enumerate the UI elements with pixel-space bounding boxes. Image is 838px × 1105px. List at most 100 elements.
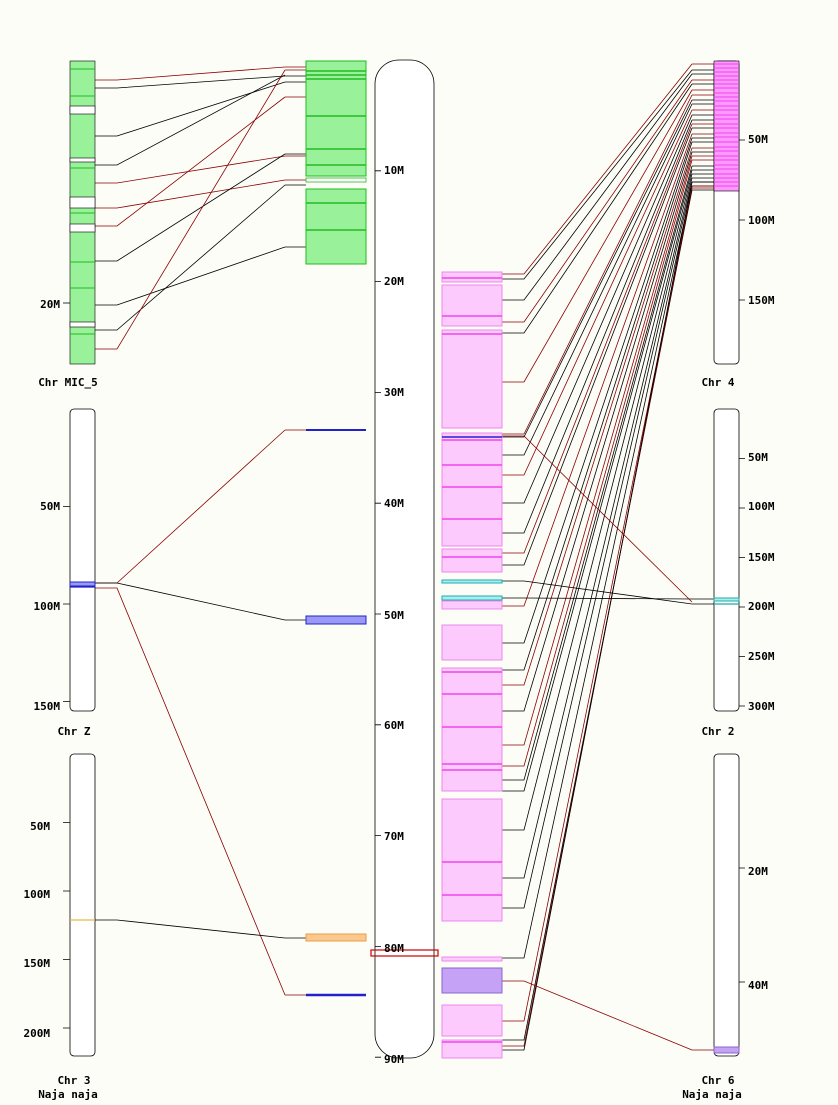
synteny-link-inverted (502, 123, 693, 554)
reference-chromosome-ticks (375, 170, 381, 1058)
chromosome-2-block (713, 597, 740, 602)
synteny-link-inverted (502, 159, 693, 767)
synteny-link (502, 165, 693, 781)
synteny-link (95, 75, 286, 89)
chromosome-3-tick-label: 50M (30, 820, 50, 833)
synteny-link (502, 127, 693, 566)
synteny-link-inverted (502, 94, 693, 435)
chromosome-4-tick-label: 100M (748, 214, 775, 227)
chromosome-2-body (713, 408, 740, 712)
chromosome-z[interactable] (63, 408, 96, 712)
chromosome-z-tick-label: 100M (34, 600, 61, 613)
chromosome-2-tick-label: 300M (748, 700, 775, 713)
synteny-link (502, 177, 693, 879)
chromosome-z-body (69, 408, 96, 712)
synteny-link-inverted (502, 133, 693, 607)
chromosome-3-body (69, 753, 96, 1057)
chr4-block[interactable] (441, 956, 503, 962)
chromosome-mic5-tick-label: 20M (40, 298, 60, 311)
mic5-block-gap (305, 177, 367, 183)
synteny-link-inverted (95, 155, 286, 184)
chr4-block[interactable] (441, 329, 503, 429)
chr4-block[interactable] (441, 548, 503, 573)
synteny-link (95, 184, 286, 331)
synteny-link-inverted (502, 187, 693, 1022)
synteny-link-inverted (95, 179, 286, 209)
chromosome-6-tick-label: 20M (748, 865, 768, 878)
chromosome-2-ticks (739, 458, 745, 707)
chr4-block[interactable] (441, 667, 503, 792)
reference-tick-labels: 10M 20M 30M 40M 50M 60M 70M 80M 90M (384, 164, 404, 1066)
chromosome-3-ticks (63, 822, 70, 1029)
synteny-link (95, 246, 286, 306)
chr4-block[interactable] (441, 271, 503, 283)
chr4-block[interactable] (441, 1039, 503, 1059)
synteny-link-inverted (502, 147, 693, 686)
reference-tick-label: 50M (384, 609, 404, 622)
chr6-block[interactable] (441, 967, 503, 994)
chromosome-mic5[interactable] (63, 60, 96, 365)
chromosome-4-tick-label: 50M (748, 133, 768, 146)
reference-tick-label: 20M (384, 275, 404, 288)
chr4-block-bands (442, 277, 502, 1043)
synteny-link (95, 919, 286, 939)
reference-tick-label: 60M (384, 719, 404, 732)
chr4-block[interactable] (441, 432, 503, 547)
reference-tick-label: 10M (384, 164, 404, 177)
chr2-block[interactable] (441, 579, 503, 584)
mic5-block-lower[interactable] (305, 188, 367, 265)
chrz-block-middle[interactable] (305, 615, 367, 625)
reference-tick-label: 70M (384, 830, 404, 843)
chromosome-4-tick-label: 150M (748, 294, 775, 307)
synteny-link (502, 185, 693, 959)
chr4-block[interactable] (441, 284, 503, 327)
mic5-block-bands (306, 70, 366, 231)
chromosome-z-label: Chr Z (57, 725, 90, 738)
synteny-link (502, 73, 693, 301)
chr4-block[interactable] (441, 600, 503, 610)
chromosome-6[interactable] (713, 753, 745, 1057)
chromosome-4[interactable] (713, 60, 745, 365)
chromosome-4-bands (714, 63, 739, 187)
chromosome-2-tick-label: 100M (748, 500, 775, 513)
chromosome-3[interactable] (63, 753, 96, 1057)
synteny-link (502, 597, 693, 600)
chr4-block[interactable] (441, 624, 503, 661)
synteny-links (95, 63, 714, 1051)
synteny-link (502, 580, 693, 605)
chromosome-3-tick-label: 150M (24, 957, 51, 970)
mic5-block-upper[interactable] (305, 60, 367, 177)
synteny-link-inverted (502, 185, 693, 1047)
reference-chromosome[interactable] (370, 59, 439, 1059)
chr2-block[interactable] (441, 595, 503, 601)
chr4-block[interactable] (441, 1004, 503, 1037)
synteny-link-inverted (502, 980, 693, 1051)
chr4-block[interactable] (441, 798, 503, 922)
chromosome-z-tick-label: 50M (40, 500, 60, 513)
synteny-link (502, 83, 693, 334)
synteny-link-inverted (95, 66, 286, 81)
chromosome-6-species: Naja naja (682, 1088, 742, 1100)
chromosome-3-label: Chr 3 (57, 1074, 90, 1087)
chromosome-4-ticks (739, 139, 745, 301)
chromosome-6-label: Chr 6 (701, 1074, 734, 1087)
synteny-link (95, 74, 286, 166)
synteny-link-inverted (502, 79, 693, 323)
reference-tick-label: 40M (384, 497, 404, 510)
right-block-column (441, 271, 503, 1059)
reference-highlight-region[interactable] (370, 949, 439, 957)
chromosome-2[interactable] (713, 408, 745, 712)
chromosome-6-ticks (739, 867, 745, 983)
synteny-link (95, 81, 286, 137)
synteny-link-inverted (95, 69, 286, 350)
synteny-link (502, 173, 693, 831)
synteny-link-inverted (502, 89, 693, 383)
synteny-link (502, 69, 693, 280)
chromosome-6-body (713, 753, 740, 1057)
chr3-block[interactable] (305, 933, 367, 942)
chr4-blocks (441, 271, 503, 1059)
chromosome-2-tick-label: 50M (748, 451, 768, 464)
synteny-link (502, 99, 693, 438)
